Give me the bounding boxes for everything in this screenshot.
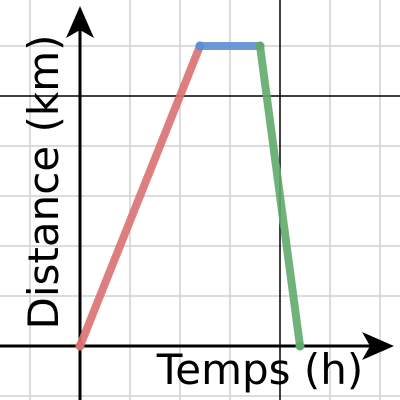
series-line-rise bbox=[76, 42, 204, 350]
y-axis-label: Distance (km) bbox=[19, 34, 68, 329]
series-layer bbox=[75, 41, 305, 351]
data-point-rise bbox=[75, 341, 85, 351]
x-axis-arrow-icon bbox=[362, 332, 394, 360]
data-point-return bbox=[255, 41, 265, 51]
y-axis-arrow-icon bbox=[66, 6, 94, 38]
series-line-return bbox=[256, 42, 304, 350]
data-point-return bbox=[295, 341, 305, 351]
data-point-stop bbox=[195, 41, 205, 51]
x-axis-label: Temps (h) bbox=[156, 345, 364, 394]
